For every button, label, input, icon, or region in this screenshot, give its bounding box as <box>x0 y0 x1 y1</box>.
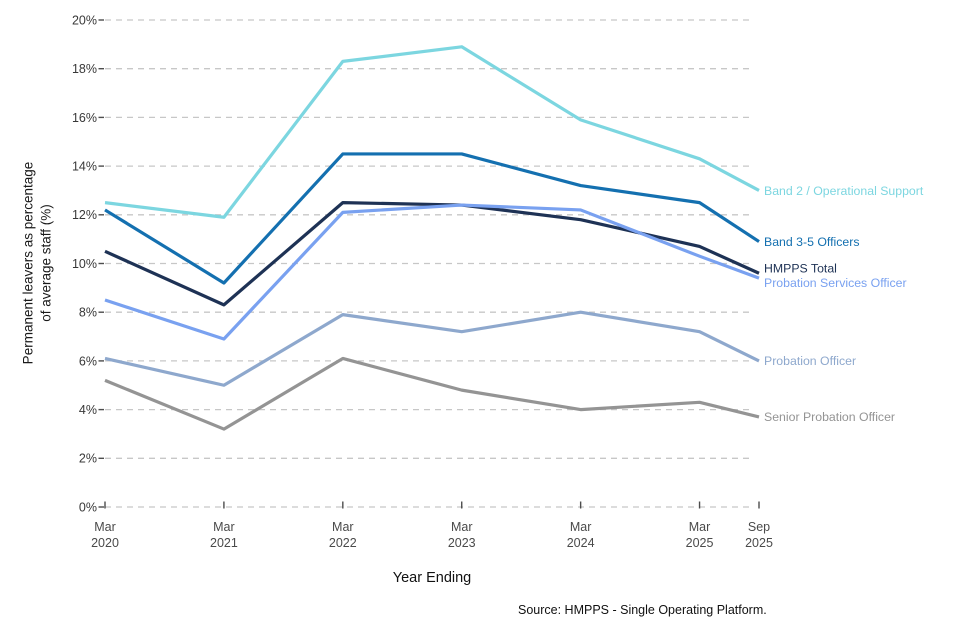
series-label-probation-officer: Probation Officer <box>764 354 856 368</box>
y-axis-title-line1: Permanent leavers as percentage <box>20 161 36 365</box>
series-label-hmpps-total: HMPPS Total <box>764 262 837 276</box>
y-tick-label-18pct: 18% <box>72 62 97 76</box>
y-tick-label-4pct: 4% <box>79 403 97 417</box>
series-line-probation-officer <box>104 310 760 387</box>
y-tick-label-20pct: 20% <box>72 13 97 27</box>
y-tick-label-0pct: 0% <box>79 500 97 514</box>
series-label-senior-probation-officer: Senior Probation Officer <box>764 410 895 424</box>
y-tick-label-14pct: 14% <box>72 159 97 173</box>
y-tick-label-16pct: 16% <box>72 111 97 125</box>
series-label-band-3-5-officers: Band 3-5 Officers <box>764 235 859 249</box>
x-tick-label-mar-2021: Mar 2021 <box>210 520 238 550</box>
series-label-probation-services-officer: Probation Services Officer <box>764 276 907 290</box>
y-tick-label-10pct: 10% <box>72 257 97 271</box>
y-tick-label-6pct: 6% <box>79 354 97 368</box>
x-tick-label-mar-2020: Mar 2020 <box>91 520 119 550</box>
series-line-senior-probation-officer <box>104 356 760 431</box>
x-tick-label-mar-2025: Mar 2025 <box>686 520 714 550</box>
y-axis-title-line2: of average staff (%) <box>38 204 53 322</box>
y-axis-title: Permanent leavers as percentage of avera… <box>19 162 54 365</box>
series-line-band-2-operational-support <box>104 45 760 219</box>
x-axis-title: Year Ending <box>392 570 472 586</box>
series-line-band-3-5-officers <box>104 152 760 285</box>
x-tick-label-mar-2023: Mar 2023 <box>448 520 476 550</box>
x-tick-label-mar-2024: Mar 2024 <box>567 520 595 550</box>
x-tick-label-sep-2025: Sep 2025 <box>745 520 773 550</box>
y-tick-label-2pct: 2% <box>79 452 97 466</box>
x-tick-label-mar-2022: Mar 2022 <box>329 520 357 550</box>
source-note: Source: HMPPS - Single Operating Platfor… <box>518 603 767 617</box>
series-line-hmpps-total <box>104 201 760 307</box>
y-tick-label-8pct: 8% <box>79 306 97 320</box>
y-tick-label-12pct: 12% <box>72 208 97 222</box>
series-line-probation-services-officer <box>104 203 760 341</box>
series-label-band-2-operational-support: Band 2 / Operational Support <box>764 184 924 198</box>
